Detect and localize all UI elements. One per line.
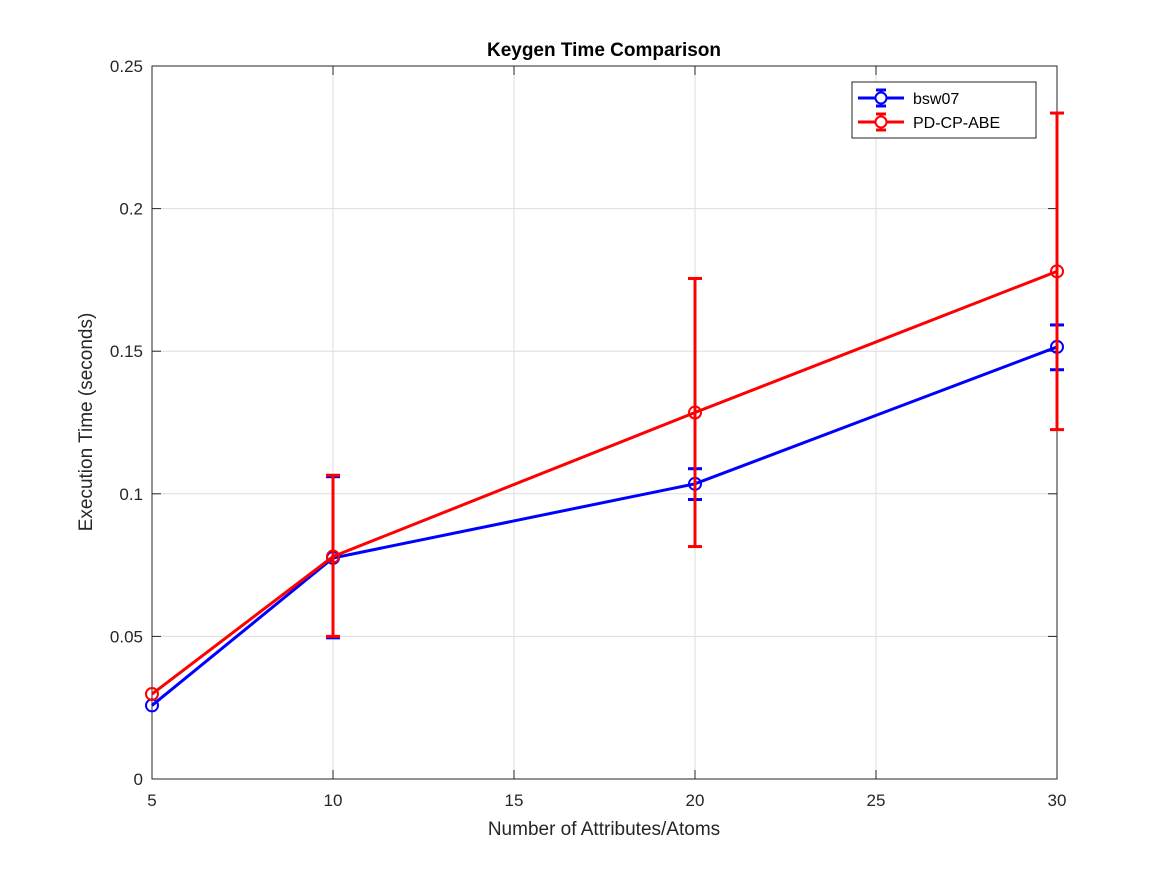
series-layer <box>145 111 1064 713</box>
y-tick-label: 0.2 <box>119 200 143 219</box>
x-tick-label: 15 <box>505 791 524 810</box>
y-tick-label: 0.25 <box>110 57 143 76</box>
legend-item: PD-CP-ABE <box>858 112 1000 132</box>
legend: bsw07 PD-CP-ABE <box>851 81 1037 139</box>
x-axis-title: Number of Attributes/Atoms <box>488 819 720 840</box>
legend-label: PD-CP-ABE <box>913 115 1000 132</box>
legend-label: bsw07 <box>913 91 959 108</box>
x-tick-label: 20 <box>686 791 705 810</box>
legend-marker <box>874 115 888 129</box>
x-tick-label: 5 <box>147 791 156 810</box>
series-line <box>151 345 1058 707</box>
plot-area <box>152 66 1057 779</box>
x-tick-label: 10 <box>324 791 343 810</box>
y-axis-title: Execution Time (seconds) <box>76 313 97 532</box>
data-point <box>145 687 159 702</box>
series-line <box>151 269 1058 696</box>
x-tick-label: 25 <box>867 791 886 810</box>
series-1 <box>145 111 1064 702</box>
data-point <box>326 549 340 564</box>
data-point <box>688 405 702 420</box>
y-tick-label: 0.05 <box>110 627 143 646</box>
y-tick-label: 0.1 <box>119 485 143 504</box>
y-tick-label: 0 <box>134 770 143 789</box>
legend-item: bsw07 <box>858 88 959 108</box>
x-tick-label: 30 <box>1048 791 1067 810</box>
y-tick-label: 0.15 <box>110 342 143 361</box>
data-point <box>1050 264 1064 279</box>
legend-marker <box>874 91 888 105</box>
chart-title: Keygen Time Comparison <box>487 40 721 61</box>
